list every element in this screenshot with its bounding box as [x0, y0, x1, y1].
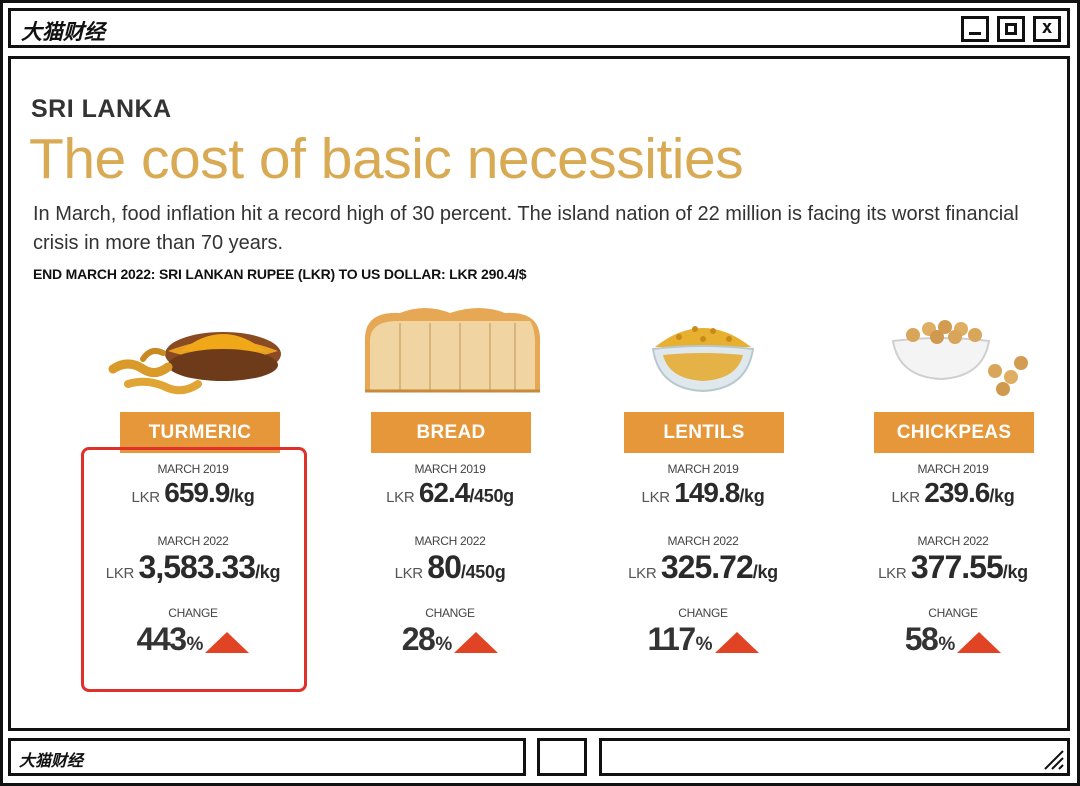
- up-arrow-icon: [714, 632, 759, 653]
- status-bar-middle: [537, 738, 587, 776]
- item-card-bread: BREAD MARCH 2019 LKR 62.4/450g MARCH 202…: [330, 299, 570, 699]
- price-2019: LKR 149.8/kg: [641, 477, 765, 508]
- item-card-chickpeas: CHICKPEAS MARCH 2019 LKR 239.6/kg MARCH …: [833, 299, 1067, 699]
- maximize-button[interactable]: [997, 16, 1025, 42]
- price-change: 58%: [833, 623, 1067, 655]
- price-change: 117%: [583, 623, 823, 655]
- march-2022-label: MARCH 2022: [157, 534, 229, 548]
- change-label: CHANGE: [678, 606, 728, 620]
- march-2019-label: MARCH 2019: [917, 462, 989, 476]
- close-button[interactable]: x: [1033, 16, 1061, 42]
- lentils-icon: [651, 326, 755, 393]
- bread-icon: [365, 308, 540, 393]
- march-2022-label: MARCH 2022: [414, 534, 486, 548]
- price-2019: LKR 62.4/450g: [386, 477, 514, 508]
- item-card-turmeric: TURMERIC MARCH 2019 LKR 659.9/kg MARCH 2…: [73, 299, 313, 699]
- infographic-kicker: SRI LANKA: [31, 95, 172, 123]
- close-icon: x: [1041, 17, 1053, 38]
- march-2019-label: MARCH 2019: [414, 462, 486, 476]
- infographic-deck: In March, food inflation hit a record hi…: [33, 203, 1019, 254]
- up-arrow-icon: [957, 632, 1002, 653]
- item-label-chickpeas: CHICKPEAS: [874, 412, 1034, 453]
- infographic-headline: The cost of basic necessities: [29, 127, 744, 191]
- status-bar-title: 大猫财经: [8, 738, 526, 776]
- march-2019-label: MARCH 2019: [667, 462, 739, 476]
- item-label-bread: BREAD: [371, 412, 531, 453]
- up-arrow-icon: [205, 632, 250, 653]
- march-2019-label: MARCH 2019: [157, 462, 229, 476]
- turmeric-highlight-box: [81, 447, 307, 692]
- minimize-button[interactable]: [961, 16, 989, 42]
- item-label-turmeric: TURMERIC: [120, 412, 280, 453]
- change-label: CHANGE: [425, 606, 475, 620]
- price-2022: LKR 325.72/kg: [628, 549, 778, 585]
- item-card-lentils: LENTILS MARCH 2019 LKR 149.8/kg MARCH 20…: [583, 299, 823, 699]
- change-label: CHANGE: [928, 606, 978, 620]
- resize-grip-icon[interactable]: [1039, 745, 1065, 771]
- chickpeas-icon: [891, 320, 1028, 396]
- window-title: 大猫财经: [21, 20, 105, 44]
- price-2022: LKR 80/450g: [394, 549, 506, 585]
- status-title: 大猫财经: [19, 751, 84, 770]
- price-2019: LKR 659.9/kg: [131, 477, 255, 508]
- exchange-rate-note: END MARCH 2022: SRI LANKAN RUPEE (LKR) T…: [33, 266, 527, 282]
- turmeric-icon: [108, 332, 281, 395]
- march-2022-label: MARCH 2022: [667, 534, 739, 548]
- price-2019: LKR 239.6/kg: [891, 477, 1015, 508]
- price-change: 443%: [73, 623, 313, 655]
- content-area: SRI LANKA The cost of basic necessities …: [8, 56, 1070, 731]
- up-arrow-icon: [454, 632, 499, 653]
- price-change: 28%: [330, 623, 570, 655]
- item-label-lentils: LENTILS: [624, 412, 784, 453]
- status-bar-right: [599, 738, 1070, 776]
- title-bar: 大猫财经 x: [8, 8, 1070, 48]
- price-2022: LKR 377.55/kg: [878, 549, 1028, 585]
- change-label: CHANGE: [168, 606, 218, 620]
- march-2022-label: MARCH 2022: [917, 534, 989, 548]
- price-2022: LKR 3,583.33/kg: [105, 549, 281, 585]
